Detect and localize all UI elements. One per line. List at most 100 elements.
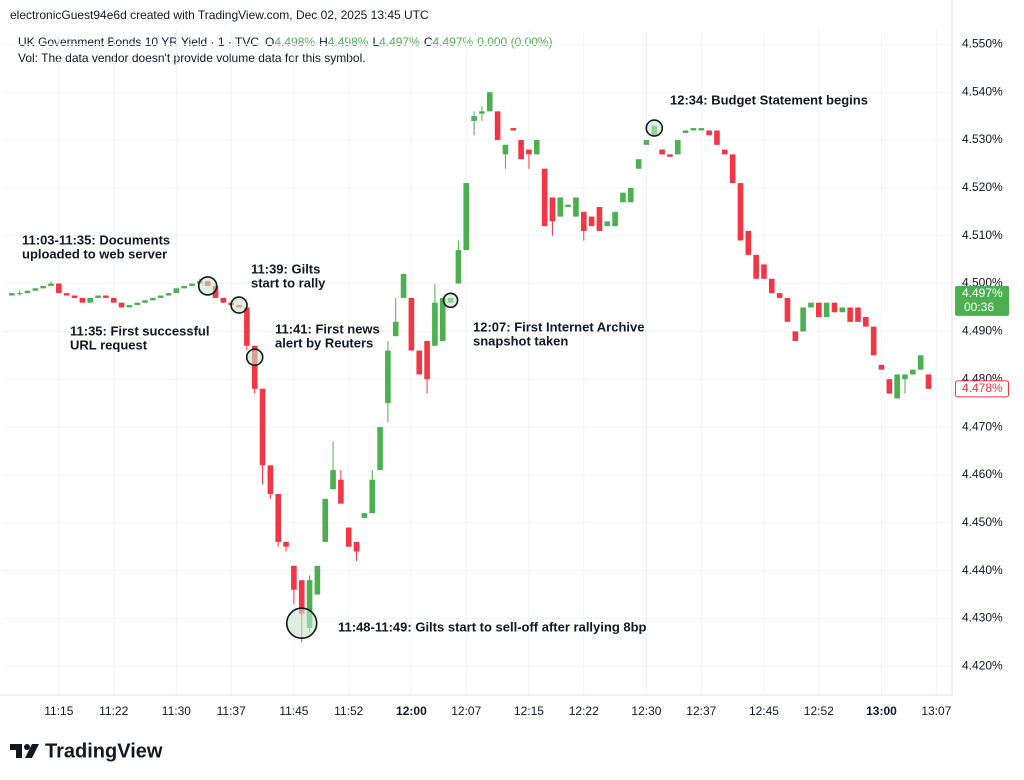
candle-body (275, 494, 282, 542)
candle-body (408, 297, 415, 351)
candle-body (150, 297, 156, 301)
candle-body (847, 307, 853, 322)
candle-body (63, 293, 70, 296)
candle-body (424, 340, 430, 380)
candle-body (361, 513, 368, 518)
ohlc-key: L (372, 35, 379, 49)
candle-body (792, 331, 799, 341)
x-tick-label: 12:00 (396, 704, 427, 718)
candle-body (338, 479, 344, 504)
candle-body (886, 379, 893, 394)
candle-body (314, 565, 321, 595)
candle-body (494, 111, 501, 141)
candle-body (416, 350, 423, 375)
candle-body (369, 479, 376, 514)
annotation-marker (197, 276, 218, 296)
volume-note: Vol: The data vendor doesn't provide vol… (18, 51, 366, 65)
change: 0.000 (0.00%) (477, 35, 552, 49)
y-tick-label: 4.460% (962, 467, 1003, 481)
candle-body (9, 293, 15, 296)
annotation-label: start to rally (251, 275, 326, 290)
candle-body (267, 465, 274, 495)
candle-body (118, 302, 125, 308)
candle-body (667, 154, 673, 157)
candle-body (674, 140, 681, 155)
candle-body (635, 159, 642, 169)
x-tick-label: 12:37 (686, 704, 716, 718)
y-tick-label: 4.490% (962, 324, 1003, 338)
candle-body (330, 470, 336, 490)
candle-body (291, 565, 297, 590)
candle-body (784, 297, 791, 322)
candle-body (690, 128, 697, 131)
y-tick-label: 4.440% (962, 563, 1003, 577)
x-tick-label: 11:22 (99, 704, 128, 718)
x-tick-label: 13:00 (866, 704, 897, 718)
candle-body (831, 302, 838, 313)
candle-body (189, 283, 195, 286)
candle-body (432, 302, 438, 346)
candle-body (71, 295, 78, 298)
y-tick-label: 4.420% (962, 658, 1003, 672)
countdown: 00:36 (964, 300, 994, 314)
candle-body (251, 345, 258, 389)
candle-body (902, 374, 908, 380)
ohlc-value: 4.498% (274, 35, 315, 49)
annotation-label: URL request (70, 337, 148, 352)
candle-body (486, 92, 493, 112)
candle-body (541, 168, 548, 227)
y-tick-label: 4.470% (962, 419, 1003, 433)
candle-body (471, 116, 477, 121)
annotation-marker (645, 119, 664, 137)
annotation-marker (230, 296, 248, 314)
candle-body (855, 307, 861, 322)
candle-body (526, 149, 532, 155)
candle-body (103, 295, 109, 298)
candle-body (565, 204, 571, 208)
candle-body (698, 128, 705, 131)
annotation-label: 12:07: First Internet Archive (473, 319, 644, 334)
candle-body (48, 283, 54, 286)
annotation-label: uploaded to web server (22, 246, 167, 261)
candle-body (870, 326, 877, 356)
annotation-label: 11:41: First news (275, 321, 380, 336)
candle-body (212, 285, 219, 298)
candle-body (745, 230, 752, 255)
logo-text: TradingView (45, 740, 163, 762)
candle-body (769, 278, 775, 294)
candle-body (463, 183, 470, 251)
marker-price-tag (955, 380, 1009, 398)
candle-body (16, 293, 23, 295)
ohlc-value: 4.497% (379, 35, 420, 49)
candle-body (706, 130, 712, 136)
candle-body (377, 427, 383, 471)
y-tick-label: 4.450% (962, 515, 1003, 529)
annotation-label: 12:34: Budget Statement begins (670, 92, 868, 107)
x-tick-label: 11:52 (334, 704, 363, 718)
candle-body (878, 364, 885, 370)
y-tick-label: 4.550% (962, 37, 1003, 51)
candle-body (244, 307, 250, 346)
y-tick-label: 4.520% (962, 180, 1003, 194)
candles (9, 92, 932, 643)
annotation-label: snapshot taken (473, 333, 568, 348)
candle-body (173, 288, 180, 294)
candle-body (157, 295, 164, 298)
candle-body (580, 211, 587, 231)
candle-body (604, 221, 611, 227)
candle-body (588, 216, 595, 227)
annotation-label: 11:35: First successful (70, 323, 209, 338)
ohlc-value: 4.497% (433, 35, 474, 49)
last-price-label: 4.497% (962, 286, 1003, 300)
symbol: UK Government Bonds 10 YR Yield · 1 · TV… (18, 35, 259, 49)
candle-body (839, 307, 846, 313)
candle-body (894, 374, 900, 399)
candle-body (298, 580, 305, 614)
candle-body (627, 187, 634, 203)
candle-body (800, 307, 806, 332)
marker-price-label: 4.478% (962, 381, 1003, 395)
x-tick-label: 11:45 (279, 704, 308, 718)
y-tick-label: 4.510% (962, 228, 1003, 242)
candle-body (612, 211, 618, 227)
annotation-label: 11:03-11:35: Documents (22, 232, 170, 247)
